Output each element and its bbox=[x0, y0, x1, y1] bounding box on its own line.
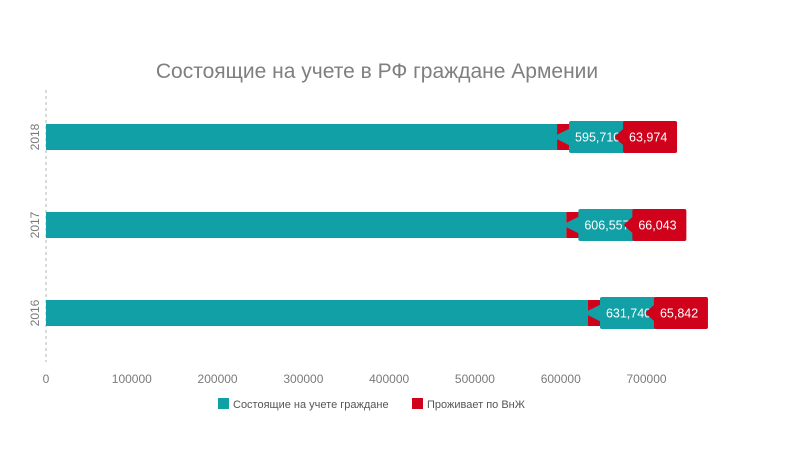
legend-swatch-residence-permit bbox=[412, 398, 423, 409]
callout-2016-residence-permit bbox=[645, 297, 708, 329]
x-tick-label: 700000 bbox=[627, 372, 667, 386]
legend-label-registered: Состоящие на учете граждане bbox=[233, 399, 389, 411]
y-axis-categories: 2018 2017 2016 bbox=[28, 123, 42, 326]
x-tick-label: 500000 bbox=[455, 372, 495, 386]
bar-2017-registered bbox=[46, 212, 567, 238]
x-tick-label: 100000 bbox=[112, 372, 152, 386]
legend: Состоящие на учете граждане Проживает по … bbox=[218, 398, 525, 411]
callout-2018-residence-permit bbox=[615, 121, 678, 153]
x-tick-label: 0 bbox=[43, 372, 50, 386]
data-labels: 595,710 63,974 606,557 66,043 631,740 65,842 bbox=[555, 121, 708, 329]
bars-layer bbox=[46, 124, 645, 326]
bar-2018-registered bbox=[46, 124, 558, 150]
x-tick-label: 600000 bbox=[541, 372, 581, 386]
data-label-2018-registered: 595,710 bbox=[575, 131, 620, 145]
legend-swatch-registered bbox=[218, 398, 229, 409]
x-tick-label: 200000 bbox=[198, 372, 238, 386]
category-label-2017: 2017 bbox=[28, 211, 42, 238]
category-label-2018: 2018 bbox=[28, 123, 42, 150]
x-tick-label: 400000 bbox=[369, 372, 409, 386]
x-axis-ticks: 0 100000 200000 300000 400000 500000 600000 700… bbox=[43, 372, 667, 386]
data-label-2017-registered: 606,557 bbox=[584, 219, 629, 233]
data-label-2016-registered: 631,740 bbox=[606, 307, 651, 321]
callout-2017-residence-permit bbox=[624, 209, 687, 241]
data-label-2018-residence-permit: 63,974 bbox=[629, 131, 667, 145]
data-label-2017-residence-permit: 66,043 bbox=[638, 219, 676, 233]
x-tick-label: 300000 bbox=[283, 372, 323, 386]
data-label-2016-residence-permit: 65,842 bbox=[660, 307, 698, 321]
category-label-2016: 2016 bbox=[28, 299, 42, 326]
bar-2016-registered bbox=[46, 300, 588, 326]
legend-label-residence-permit: Проживает по ВнЖ bbox=[427, 399, 525, 411]
chart-title: Состоящие на учете в РФ граждане Армении bbox=[156, 60, 598, 83]
